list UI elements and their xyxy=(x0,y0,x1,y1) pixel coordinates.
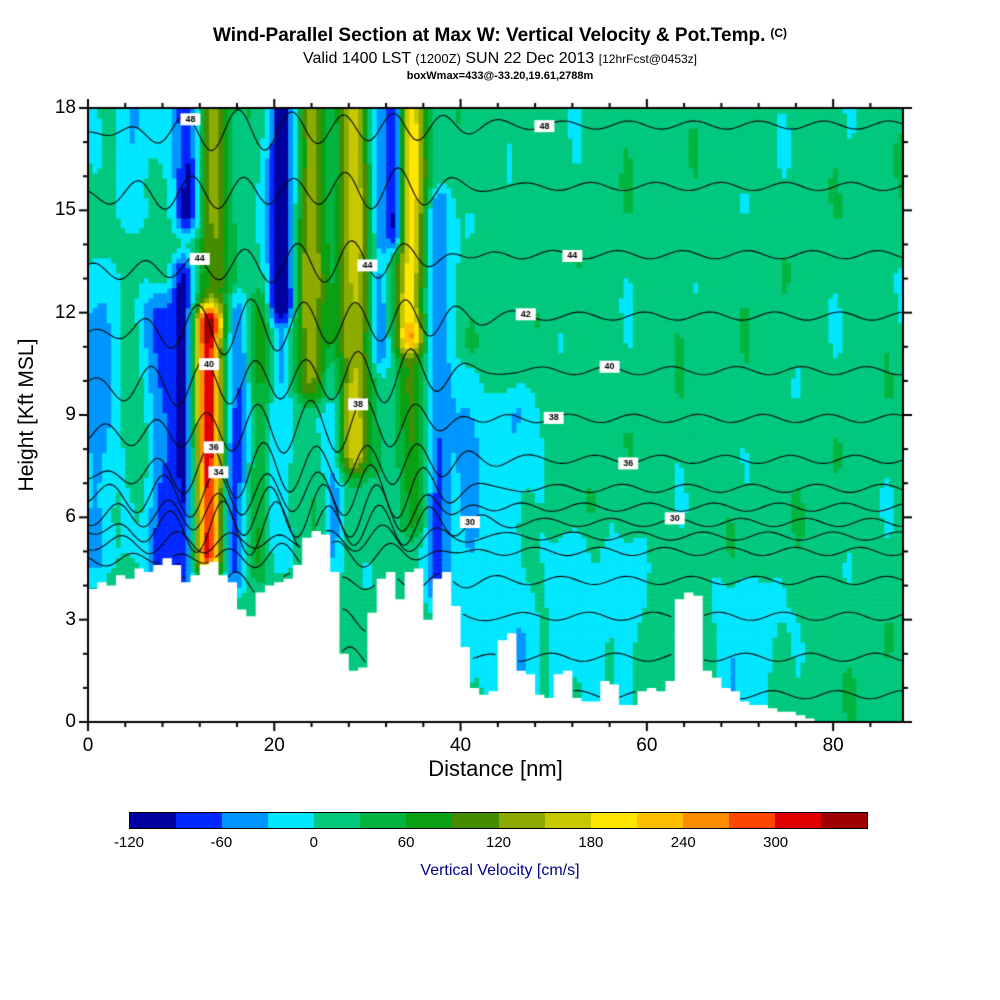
colorbar-cell xyxy=(682,813,729,828)
colorbar-cell xyxy=(314,813,361,828)
colorbar-cell xyxy=(728,813,775,828)
colorbar-cell xyxy=(130,813,177,828)
colorbar-tick-label: 60 xyxy=(397,834,415,851)
colorbar-cell xyxy=(452,813,499,828)
colorbar-cell xyxy=(176,813,223,828)
colorbar-cell xyxy=(406,813,453,828)
colorbar-cell xyxy=(636,813,683,828)
colorbar-cell xyxy=(544,813,591,828)
colorbar-cell xyxy=(774,813,821,828)
y-tick-label: 18 xyxy=(54,97,76,118)
x-tick-label: 40 xyxy=(449,735,472,756)
colorbar-cell xyxy=(590,813,637,828)
y-tick-label: 9 xyxy=(65,404,76,425)
x-tick-label: 20 xyxy=(263,735,285,756)
colorbar-cell xyxy=(222,813,269,828)
y-tick-label: 3 xyxy=(65,608,76,630)
y-tick-label: 6 xyxy=(65,506,76,528)
y-tick-label: 0 xyxy=(65,711,76,732)
colorbar-cell xyxy=(498,813,545,828)
y-tick-label: 15 xyxy=(54,199,76,221)
colorbar-tick-label: -60 xyxy=(210,834,233,851)
colorbar-tick-label: 0 xyxy=(309,834,318,851)
x-tick-label: 60 xyxy=(636,735,658,756)
colorbar-cell xyxy=(820,813,867,828)
x-tick-label: 0 xyxy=(82,735,94,756)
colorbar-tick-label: 300 xyxy=(763,834,789,851)
x-tick-label: 80 xyxy=(822,735,844,756)
colorbar-cell xyxy=(360,813,407,828)
colorbar-cell xyxy=(268,813,315,828)
colorbar-tick-label: 180 xyxy=(578,834,604,851)
colorbar xyxy=(129,812,868,829)
y-tick-label: 12 xyxy=(54,301,76,323)
colorbar-tick-label: 120 xyxy=(485,834,512,851)
colorbar-caption: Vertical Velocity [cm/s] xyxy=(420,862,580,879)
colorbar-tick-label: -120 xyxy=(113,834,145,851)
colorbar-tick-label: 240 xyxy=(670,834,696,851)
